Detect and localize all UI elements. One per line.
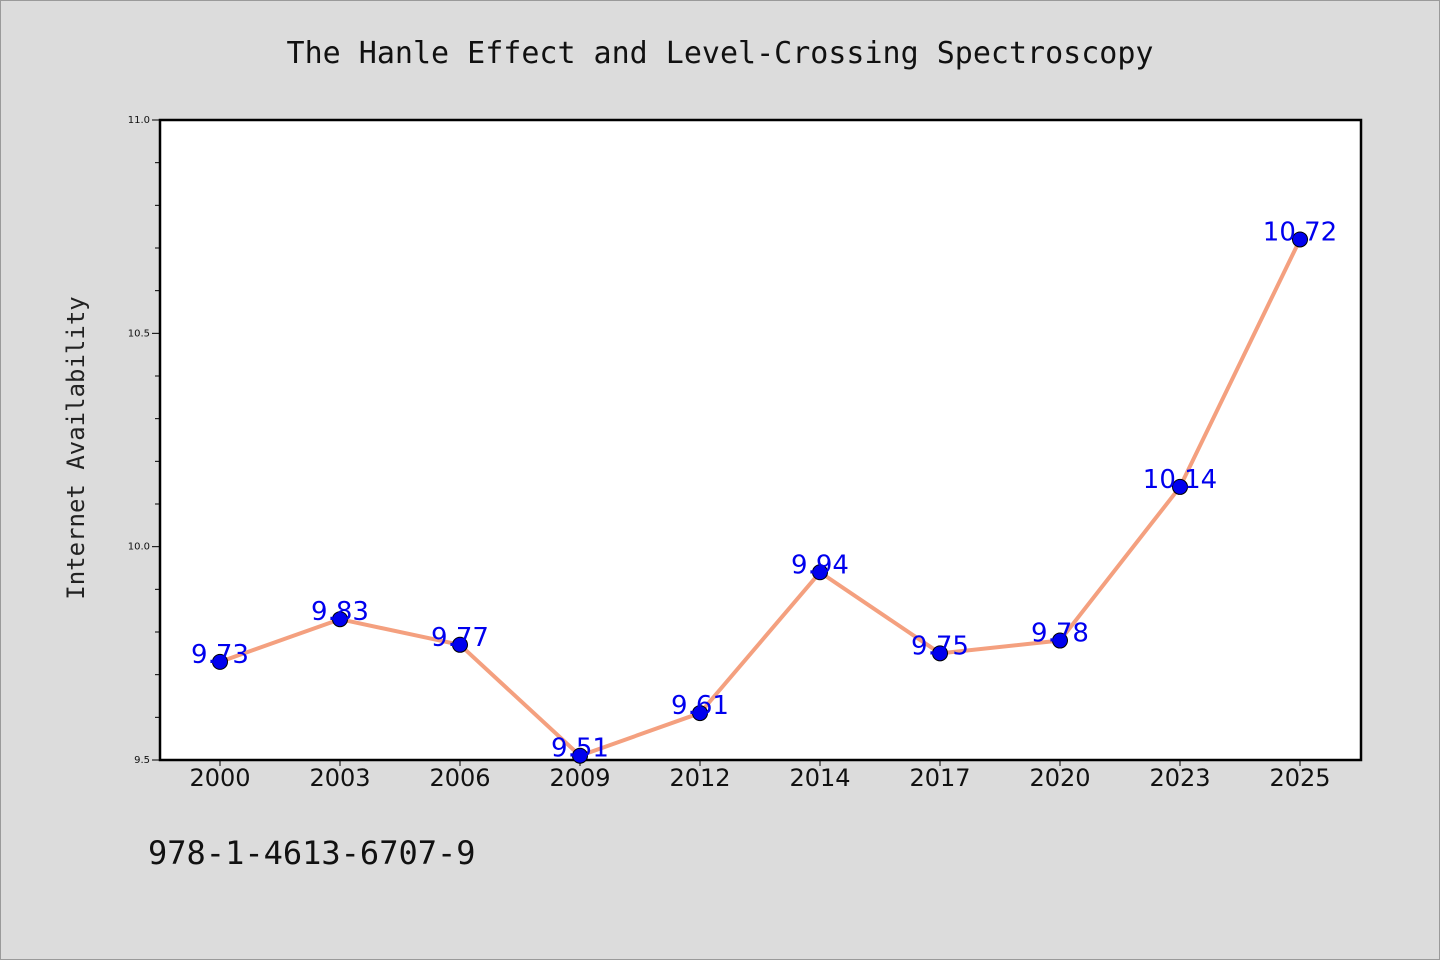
y-tick-label: 11.0 <box>128 115 150 126</box>
x-tick-label: 2014 <box>789 764 850 792</box>
data-label: 9.94 <box>791 550 849 580</box>
data-point <box>812 564 828 581</box>
data-point <box>1172 478 1188 495</box>
data-point <box>572 747 588 764</box>
chart-title: The Hanle Effect and Level-Crossing Spec… <box>287 36 1154 71</box>
x-tick-label: 2017 <box>909 764 970 792</box>
y-axis-label: Internet Availability <box>62 296 90 599</box>
x-tick-label: 2009 <box>549 764 610 792</box>
data-point <box>332 611 348 628</box>
x-tick-label: 2023 <box>1149 764 1210 792</box>
x-tick-label: 2025 <box>1269 764 1330 792</box>
data-point <box>1052 632 1068 649</box>
data-label: 9.51 <box>551 734 609 764</box>
plot-area <box>158 118 1363 762</box>
x-tick-label: 2003 <box>309 764 370 792</box>
data-point <box>692 705 708 722</box>
data-label: 9.73 <box>191 640 249 670</box>
data-label: 9.75 <box>911 631 969 661</box>
data-label: 9.78 <box>1031 619 1089 649</box>
x-tick-label: 2000 <box>189 764 250 792</box>
x-tick-label: 2006 <box>429 764 490 792</box>
data-label: 9.61 <box>671 691 729 721</box>
data-label: 10.72 <box>1263 217 1337 247</box>
y-axis: 9.5 10.0 10.5 11.0 <box>128 115 160 766</box>
isbn-text: 978-1-4613-6707-9 <box>148 834 476 872</box>
series-line <box>218 237 1302 758</box>
y-tick-label: 10.0 <box>128 542 150 553</box>
series-group: 9.73 9.83 9.77 9.51 9.61 9.94 9.75 9.78 10.14 10.… <box>191 217 1337 764</box>
data-point <box>212 653 228 670</box>
x-tick-label: 2020 <box>1029 764 1090 792</box>
data-point <box>1292 231 1308 248</box>
data-label: 9.77 <box>431 623 489 653</box>
data-point <box>452 636 468 653</box>
y-tick-label: 9.5 <box>134 755 150 766</box>
x-tick-label: 2012 <box>669 764 730 792</box>
x-axis: 2000 2003 2006 2009 2012 2014 2017 2020 2023 2025 <box>189 760 1331 792</box>
data-point <box>932 645 948 662</box>
y-tick-label: 10.5 <box>128 328 150 339</box>
data-label: 10.14 <box>1143 465 1217 495</box>
data-label: 9.83 <box>311 597 369 627</box>
